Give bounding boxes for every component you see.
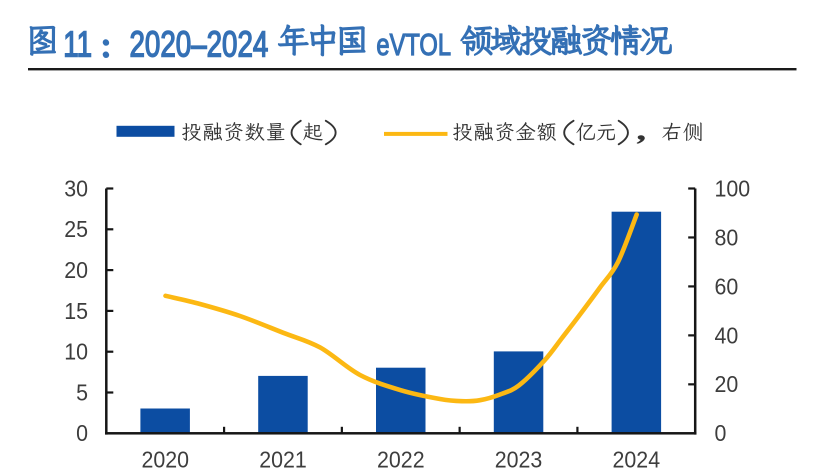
svg-text:0: 0: [715, 420, 727, 446]
svg-text:2022: 2022: [377, 447, 425, 473]
svg-text:2020: 2020: [141, 447, 189, 473]
svg-text:2021: 2021: [259, 447, 307, 473]
svg-text:eVTOL: eVTOL: [376, 27, 451, 62]
svg-text:25: 25: [64, 216, 88, 242]
svg-text:5: 5: [76, 380, 88, 406]
svg-text:20: 20: [715, 371, 739, 397]
svg-text:20: 20: [64, 257, 88, 283]
svg-text:10: 10: [64, 339, 88, 365]
svg-text:40: 40: [715, 323, 739, 349]
svg-text:80: 80: [715, 225, 739, 251]
svg-text:30: 30: [64, 176, 88, 202]
svg-text:100: 100: [715, 176, 751, 202]
svg-text:15: 15: [64, 298, 88, 324]
svg-text:2024: 2024: [613, 447, 661, 473]
svg-text:2023: 2023: [495, 447, 543, 473]
svg-text:2020–2024: 2020–2024: [130, 24, 269, 65]
svg-text:11: 11: [63, 24, 92, 65]
svg-text:60: 60: [715, 274, 739, 300]
svg-text:0: 0: [76, 420, 88, 446]
